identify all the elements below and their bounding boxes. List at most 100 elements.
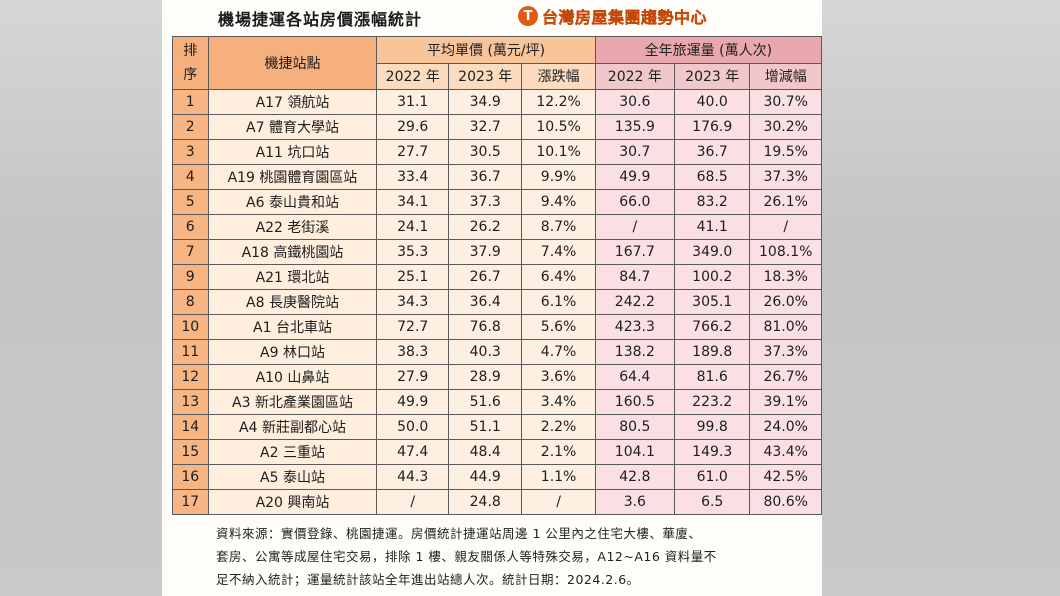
price-2022-cell: 29.6 <box>376 114 449 140</box>
station-cell: A20 興南站 <box>207 489 378 515</box>
table-row: 2 A7 體育大學站 29.6 32.7 10.5% 135.9 176.9 30.2% <box>172 114 822 140</box>
price-2022-cell: 35.3 <box>376 239 449 265</box>
header: 機場捷運各站房價漲幅統計 T 台灣房屋集團趨勢中心 <box>162 0 822 34</box>
price-2023-cell: 48.4 <box>447 439 523 465</box>
traffic-2023-cell: 100.2 <box>673 264 751 290</box>
price-2023-cell: 37.3 <box>447 189 523 215</box>
price-2023-cell: 36.4 <box>447 289 523 315</box>
station-cell: A22 老街溪 <box>207 214 378 240</box>
price-2022-cell: 31.1 <box>376 89 449 115</box>
price-change-cell: 6.4% <box>521 264 596 290</box>
price-change-cell: 1.1% <box>521 464 596 490</box>
rank-cell: 15 <box>172 439 209 465</box>
traffic-2023-cell: 349.0 <box>673 239 751 265</box>
traffic-2023-cell: 81.6 <box>673 364 751 390</box>
traffic-2023-cell: 83.2 <box>673 189 751 215</box>
station-cell: A3 新北產業園區站 <box>207 389 378 415</box>
station-cell: A4 新莊副都心站 <box>207 414 378 440</box>
station-cell: A7 體育大學站 <box>207 114 378 140</box>
traffic-2022-cell: 3.6 <box>594 489 676 515</box>
table-row: 5 A6 泰山貴和站 34.1 37.3 9.4% 66.0 83.2 26.1% <box>172 189 822 215</box>
station-cell: A19 桃園體育園區站 <box>207 164 378 190</box>
traffic-2022-cell: 167.7 <box>594 239 676 265</box>
traffic-change-cell: 37.3% <box>749 339 822 365</box>
brand: T 台灣房屋集團趨勢中心 <box>518 4 707 28</box>
traffic-2023-cell: 223.2 <box>673 389 751 415</box>
traffic-change-cell: 30.7% <box>749 89 822 115</box>
price-2022-cell: 27.9 <box>376 364 449 390</box>
price-2022-cell: 38.3 <box>376 339 449 365</box>
station-cell: A8 長庚醫院站 <box>207 289 378 315</box>
traffic-change-cell: 30.2% <box>749 114 822 140</box>
traffic-change-cell: 108.1% <box>749 239 822 265</box>
traffic-change-cell: 26.0% <box>749 289 822 315</box>
table-row: 4 A19 桃園體育園區站 33.4 36.7 9.9% 49.9 68.5 37.3% <box>172 164 822 190</box>
traffic-2022-cell: 423.3 <box>594 314 676 340</box>
footnote: 資料來源：實價登錄、桃園捷運。房價統計捷運站周邊 1 公里內之住宅大樓、華廈、 … <box>216 522 806 591</box>
station-cell: A10 山鼻站 <box>207 364 378 390</box>
rank-cell: 3 <box>172 139 209 165</box>
traffic-change-cell: 43.4% <box>749 439 822 465</box>
table-row: 3 A11 坑口站 27.7 30.5 10.1% 30.7 36.7 19.5% <box>172 139 822 165</box>
traffic-2022-cell: 104.1 <box>594 439 676 465</box>
table-row: 17 A20 興南站/24.8/3.6 6.5 80.6% <box>172 489 822 515</box>
price-change-cell: 3.6% <box>521 364 596 390</box>
traffic-2023-cell: 766.2 <box>673 314 751 340</box>
traffic-2022-cell: 135.9 <box>594 114 676 140</box>
traffic-2022-cell: 84.7 <box>594 264 676 290</box>
header-rank: 排序 <box>172 36 209 90</box>
header-traffic-2022: 2022 年 <box>594 62 676 90</box>
table-row: 12 A10 山鼻站 27.9 28.9 3.6% 64.4 81.6 26.7% <box>172 364 822 390</box>
price-2022-cell: 47.4 <box>376 439 449 465</box>
price-2022-cell: 50.0 <box>376 414 449 440</box>
price-2023-cell: 37.9 <box>447 239 523 265</box>
price-2023-cell: 36.7 <box>447 164 523 190</box>
price-2022-cell: / <box>376 489 449 515</box>
header-row-sub: 2022 年 2023 年 漲跌幅 2022 年 2023 年 增減幅 <box>173 62 822 90</box>
header-price-2022: 2022 年 <box>376 62 449 90</box>
header-traffic-change: 增減幅 <box>749 62 822 90</box>
rank-cell: 17 <box>172 489 209 515</box>
price-change-cell: 10.1% <box>521 139 596 165</box>
price-2022-cell: 27.7 <box>376 139 449 165</box>
station-cell: A2 三重站 <box>207 439 378 465</box>
traffic-2022-cell: 42.8 <box>594 464 676 490</box>
infographic-card: 機場捷運各站房價漲幅統計 T 台灣房屋集團趨勢中心 排序 機捷站點 平均單價 (… <box>162 0 823 596</box>
traffic-2022-cell: 160.5 <box>594 389 676 415</box>
traffic-change-cell: / <box>749 214 822 240</box>
rank-cell: 16 <box>172 464 209 490</box>
price-2023-cell: 30.5 <box>447 139 523 165</box>
traffic-change-cell: 80.6% <box>749 489 822 515</box>
rank-cell: 4 <box>172 164 209 190</box>
price-2023-cell: 24.8 <box>447 489 523 515</box>
rank-cell: 11 <box>172 339 209 365</box>
price-change-cell: 9.9% <box>521 164 596 190</box>
price-2023-cell: 26.2 <box>447 214 523 240</box>
price-change-cell: 10.5% <box>521 114 596 140</box>
header-station: 機捷站點 <box>207 36 378 90</box>
station-cell: A5 泰山站 <box>207 464 378 490</box>
traffic-change-cell: 26.7% <box>749 364 822 390</box>
traffic-2023-cell: 149.3 <box>673 439 751 465</box>
rank-cell: 13 <box>172 389 209 415</box>
traffic-change-cell: 42.5% <box>749 464 822 490</box>
price-change-cell: 3.4% <box>521 389 596 415</box>
price-change-cell: 2.2% <box>521 414 596 440</box>
price-change-cell: 8.7% <box>521 214 596 240</box>
traffic-2022-cell: 49.9 <box>594 164 676 190</box>
background-blur-left <box>0 0 162 596</box>
rank-cell: 10 <box>172 314 209 340</box>
price-2023-cell: 32.7 <box>447 114 523 140</box>
traffic-2022-cell: 30.7 <box>594 139 676 165</box>
price-2023-cell: 51.1 <box>447 414 523 440</box>
table-row: 15 A2 三重站 47.4 48.4 2.1% 104.1 149.3 43.4% <box>172 439 822 465</box>
price-2023-cell: 26.7 <box>447 264 523 290</box>
station-price-table: 排序 機捷站點 平均單價 (萬元/坪) 全年旅運量 (萬人次) 2022 年 2… <box>172 36 823 515</box>
station-cell: A21 環北站 <box>207 264 378 290</box>
traffic-2022-cell: 138.2 <box>594 339 676 365</box>
table-row: 8 A8 長庚醫院站 34.3 36.4 6.1% 242.2 305.1 26.0% <box>172 289 822 315</box>
table-row: 10 A1 台北車站 72.7 76.8 5.6% 423.3 766.2 81.0% <box>172 314 822 340</box>
table-row: 7 A18 高鐵桃園站 35.3 37.9 7.4% 167.7 349.0 108.1% <box>172 239 822 265</box>
table-row: 13 A3 新北產業園區站 49.9 51.6 3.4% 160.5 223.2 39.1% <box>172 389 822 415</box>
brand-name: 台灣房屋集團趨勢中心 <box>542 8 708 27</box>
